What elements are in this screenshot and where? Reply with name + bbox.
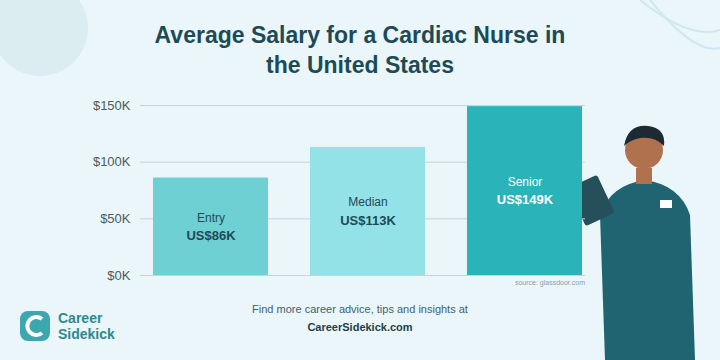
svg-text:Median: Median (348, 195, 387, 209)
html-text:Career: Career (58, 310, 103, 326)
svg-text:$150K: $150K (93, 98, 131, 113)
html-text:Average Salary for a Cardiac N: Average Salary for a Cardiac Nurse in th… (154, 22, 566, 78)
html-text:Find more career advice, tips: Find more career advice, tips and insigh… (252, 303, 468, 315)
svg-text:US$149K: US$149K (497, 192, 554, 207)
html-text:Sidekick: Sidekick (58, 326, 115, 342)
svg-text:Entry: Entry (197, 211, 225, 225)
svg-text:$0K: $0K (107, 268, 130, 283)
svg-text:$50K: $50K (100, 211, 131, 226)
svg-text:Senior: Senior (508, 175, 543, 189)
svg-text:$100K: $100K (93, 154, 131, 169)
svg-text:US$86K: US$86K (186, 228, 236, 243)
svg-text:US$113K: US$113K (340, 213, 396, 228)
html-text:source: glassdoor.com: source: glassdoor.com (515, 279, 585, 286)
html-text:CareerSidekick.com: CareerSidekick.com (307, 321, 413, 333)
